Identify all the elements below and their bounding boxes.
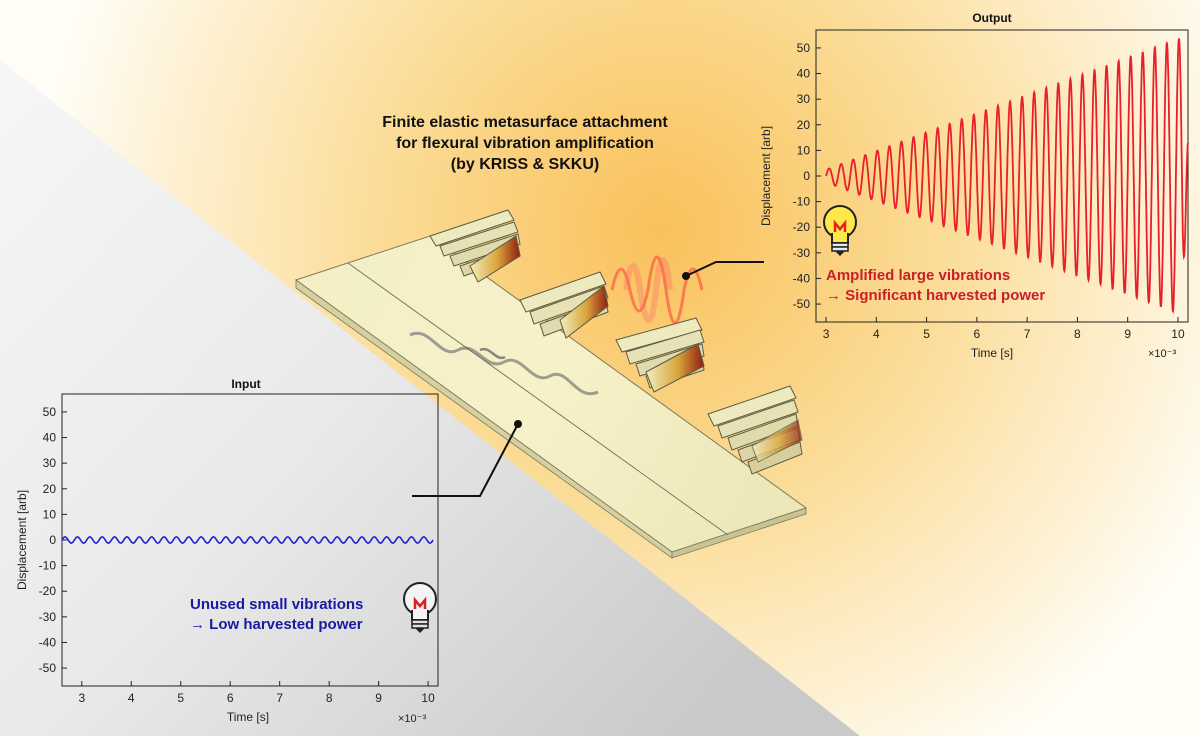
figure-title-line-2: for flexural vibration amplification [396, 135, 654, 152]
input-y-tick-label: -10 [39, 559, 57, 573]
input-x-label: Time [s] [227, 710, 269, 724]
input-y-tick-label: 40 [43, 431, 57, 445]
output-x-tick-label: 8 [1074, 327, 1081, 341]
figure-title-line-3: (by KRISS & SKKU) [450, 156, 600, 173]
output-x-tick-label: 6 [974, 327, 981, 341]
input-chart: Input 50 40 30 20 10 0 -10 -20 -30 -40 -50 3 4 5 6 7 8 9… [15, 377, 439, 725]
figure-title-line-1: Finite elastic metasurface attachment [382, 114, 668, 131]
lightbulb-dim-icon [403, 582, 437, 633]
output-x-multiplier: ×10⁻³ [1148, 348, 1176, 360]
input-y-tick-label: 50 [43, 405, 57, 419]
input-x-tick-label: 8 [326, 691, 333, 705]
output-x-label: Time [s] [971, 346, 1013, 360]
input-y-tick-label: -50 [39, 661, 57, 675]
resonator-array-4 [707, 385, 803, 475]
input-y-tick-label: 30 [43, 456, 57, 470]
output-y-tick-label: 0 [803, 169, 810, 183]
output-y-tick-label: 40 [797, 67, 811, 81]
input-x-multiplier: ×10⁻³ [398, 713, 426, 725]
input-y-tick-label: -20 [39, 584, 57, 598]
output-y-tick-label: -50 [793, 297, 811, 311]
output-caption: Amplified large vibrations → Significant… [826, 266, 1045, 306]
input-x-tick-label: 3 [78, 691, 85, 705]
output-x-tick-label: 3 [823, 327, 830, 341]
input-x-tick-label: 4 [128, 691, 135, 705]
output-y-tick-label: -20 [793, 220, 811, 234]
output-caption-line-2: → Significant harvested power [826, 287, 1046, 304]
figure-title: Finite elastic metasurface attachment fo… [330, 112, 720, 175]
input-x-tick-label: 7 [276, 691, 283, 705]
input-caption-line-2: → Low harvested power [190, 616, 363, 633]
input-series-line [61, 536, 434, 544]
input-chart-title: Input [231, 377, 260, 391]
output-x-tick-label: 4 [873, 327, 880, 341]
input-leader-line [412, 423, 519, 497]
resonator-array-3 [615, 317, 705, 393]
output-y-tick-label: -10 [793, 195, 811, 209]
output-y-tick-label: -40 [793, 271, 811, 285]
input-caption-line-1: Unused small vibrations [190, 596, 364, 613]
grey-diagonal-background [0, 60, 860, 736]
input-x-tick-label: 9 [375, 691, 382, 705]
output-caption-line-1: Amplified large vibrations [826, 267, 1011, 284]
metasurface-plate [294, 235, 808, 559]
lightbulb-bright-icon [823, 205, 857, 256]
output-y-tick-label: 10 [797, 143, 811, 157]
output-y-tick-label: 50 [797, 41, 811, 55]
resonator-array-1 [429, 209, 521, 283]
output-y-label: Displacement [arb] [759, 126, 773, 226]
output-y-tick-label: 30 [797, 92, 811, 106]
output-leader-line [685, 261, 764, 277]
output-x-tick-label: 5 [923, 327, 930, 341]
input-x-tick-label: 5 [177, 691, 184, 705]
input-y-tick-label: 10 [43, 507, 57, 521]
output-series-line [825, 38, 1189, 314]
input-x-tick-label: 6 [227, 691, 234, 705]
input-x-tick-label: 10 [421, 691, 435, 705]
output-y-tick-label: -30 [793, 246, 811, 260]
input-caption: Unused small vibrations → Low harvested … [190, 595, 363, 635]
output-chart-title: Output [972, 11, 1011, 25]
output-x-tick-label: 9 [1124, 327, 1131, 341]
input-y-tick-label: -30 [39, 610, 57, 624]
output-x-tick-label: 7 [1024, 327, 1031, 341]
input-y-tick-label: 0 [49, 533, 56, 547]
amplified-wave-burst [610, 255, 704, 325]
input-y-tick-label: -40 [39, 635, 57, 649]
output-x-tick-label: 10 [1171, 327, 1185, 341]
resonator-array-2 [519, 271, 609, 339]
output-chart: Output 50 40 30 20 10 0 -10 -20 -30 -40 -50 3 4 5 6 7 8… [759, 11, 1189, 360]
input-y-tick-label: 20 [43, 482, 57, 496]
output-y-tick-label: 20 [797, 118, 811, 132]
input-y-label: Displacement [arb] [15, 490, 29, 590]
